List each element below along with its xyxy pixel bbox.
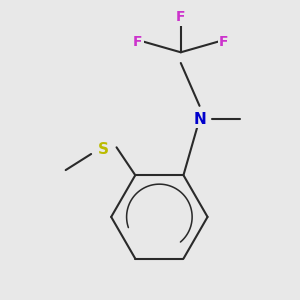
Text: S: S: [98, 142, 109, 158]
Text: N: N: [193, 112, 206, 127]
Text: F: F: [133, 34, 143, 49]
Text: F: F: [176, 11, 185, 25]
Text: F: F: [219, 34, 228, 49]
